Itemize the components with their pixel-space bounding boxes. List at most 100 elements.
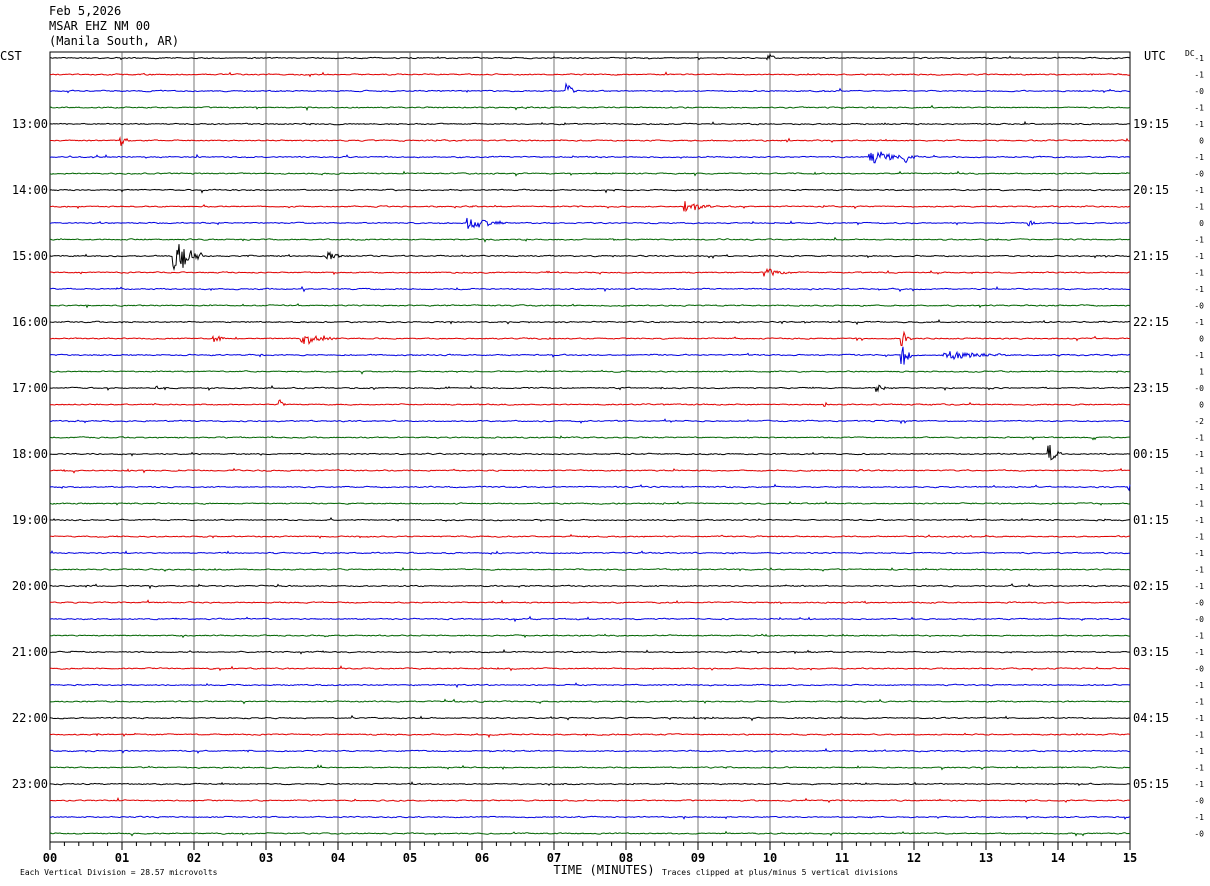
dc-offset-label: -2	[1194, 417, 1204, 426]
dc-offset-label: -1	[1194, 236, 1204, 245]
trace-line	[49, 714, 1131, 722]
trace-line	[49, 796, 1131, 804]
left-hour-label: 17:00	[12, 381, 48, 395]
trace-line	[49, 188, 1131, 194]
dc-offset-label: -0	[1194, 599, 1204, 608]
dc-offset-label: -1	[1194, 434, 1204, 443]
dc-offset-label: -1	[1194, 698, 1204, 707]
x-tick-label: 12	[907, 851, 921, 865]
x-tick-label: 02	[187, 851, 201, 865]
dc-offset-label: -1	[1194, 153, 1204, 162]
dc-offset-label: -1	[1194, 467, 1204, 476]
trace-line	[49, 764, 1131, 771]
trace-line	[49, 120, 1131, 126]
left-axis-label: CST	[0, 49, 22, 63]
dc-offset-label: 0	[1199, 401, 1204, 410]
grid-layer	[49, 51, 1131, 850]
trace-line	[49, 236, 1130, 243]
trace-line	[50, 285, 1131, 293]
trace-line	[49, 244, 1131, 272]
dc-offset-label: -0	[1194, 170, 1204, 179]
dc-offset-label: -1	[1194, 54, 1204, 63]
dc-offset-label: -1	[1194, 500, 1204, 509]
dc-offset-label: -1	[1194, 747, 1204, 756]
x-tick-label: 10	[763, 851, 777, 865]
dc-offset-label: -0	[1194, 302, 1204, 311]
dc-offset-label: -1	[1194, 104, 1204, 113]
trace-line	[49, 583, 1131, 590]
right-hour-label: 02:15	[1133, 579, 1169, 593]
trace-line	[50, 533, 1131, 539]
header-station: MSAR EHZ NM 00	[49, 19, 151, 33]
x-tick-label: 08	[619, 851, 633, 865]
dc-offset-label: -1	[1194, 351, 1204, 360]
dc-offset-label: -1	[1194, 533, 1204, 542]
dc-offset-label: -1	[1194, 582, 1204, 591]
right-hour-label: 03:15	[1133, 645, 1169, 659]
trace-line	[49, 467, 1131, 474]
dc-offset-label: -1	[1194, 450, 1204, 459]
x-axis-title: TIME (MINUTES)	[553, 863, 654, 877]
trace-line	[49, 346, 1131, 365]
dc-offset-label: -1	[1194, 648, 1204, 657]
x-tick-label: 01	[115, 851, 129, 865]
x-tick-label: 06	[475, 851, 489, 865]
right-hour-label: 19:15	[1133, 117, 1169, 131]
left-hour-label: 23:00	[12, 777, 48, 791]
dc-offset-label: -1	[1194, 483, 1204, 492]
dc-offset-label: -0	[1194, 797, 1204, 806]
dc-offset-label: -0	[1194, 384, 1204, 393]
left-hour-label: 18:00	[12, 447, 48, 461]
trace-line	[49, 615, 1131, 623]
x-tick-label: 00	[43, 851, 57, 865]
trace-line	[49, 633, 1130, 639]
dc-offset-label: 0	[1199, 335, 1204, 344]
footer-clip-note: Traces clipped at plus/minus 5 vertical …	[662, 868, 898, 877]
trace-line	[49, 104, 1131, 112]
trace-line	[49, 330, 1131, 347]
trace-layer	[49, 53, 1131, 837]
dc-offset-label: -1	[1194, 549, 1204, 558]
dc-offset-label: -1	[1194, 681, 1204, 690]
right-hour-label: 20:15	[1133, 183, 1169, 197]
right-axis-label: UTC	[1144, 49, 1166, 63]
left-hour-label: 19:00	[12, 513, 48, 527]
right-hour-label: 22:15	[1133, 315, 1169, 329]
x-tick-label: 15	[1123, 851, 1137, 865]
dc-offset-label: -1	[1194, 714, 1204, 723]
trace-line	[49, 815, 1131, 820]
dc-offset-label: -1	[1194, 120, 1204, 129]
trace-line	[49, 151, 1131, 164]
x-tick-label: 05	[403, 851, 417, 865]
trace-line	[49, 369, 1131, 375]
left-hour-label: 22:00	[12, 711, 48, 725]
right-hour-label: 04:15	[1133, 711, 1169, 725]
dc-offset-label: -1	[1194, 764, 1204, 773]
right-hour-label: 00:15	[1133, 447, 1169, 461]
dc-offset-label: -1	[1194, 269, 1204, 278]
left-hour-label: 14:00	[12, 183, 48, 197]
trace-line	[49, 566, 1131, 572]
right-hour-label: 23:15	[1133, 381, 1169, 395]
dc-offset-label: -1	[1194, 516, 1204, 525]
trace-line	[49, 418, 1131, 425]
trace-line	[49, 318, 1130, 326]
trace-line	[49, 170, 1131, 177]
trace-line	[49, 435, 1131, 441]
trace-line	[49, 303, 1131, 309]
trace-line	[50, 384, 1131, 393]
dc-offset-label: -0	[1194, 615, 1204, 624]
x-tick-label: 13	[979, 851, 993, 865]
left-hour-label: 16:00	[12, 315, 48, 329]
dc-offset-label: -1	[1194, 71, 1204, 80]
dc-offset-label: -1	[1194, 252, 1204, 261]
trace-line	[49, 500, 1131, 506]
trace-line	[49, 444, 1131, 461]
dc-header: DC	[1185, 49, 1195, 58]
plot-frame	[49, 51, 1131, 843]
x-tick-label: 14	[1051, 851, 1065, 865]
dc-offset-label: -1	[1194, 632, 1204, 641]
trace-line	[49, 550, 1131, 555]
header-date: Feb 5,2026	[49, 4, 122, 18]
left-hour-label: 15:00	[12, 249, 48, 263]
